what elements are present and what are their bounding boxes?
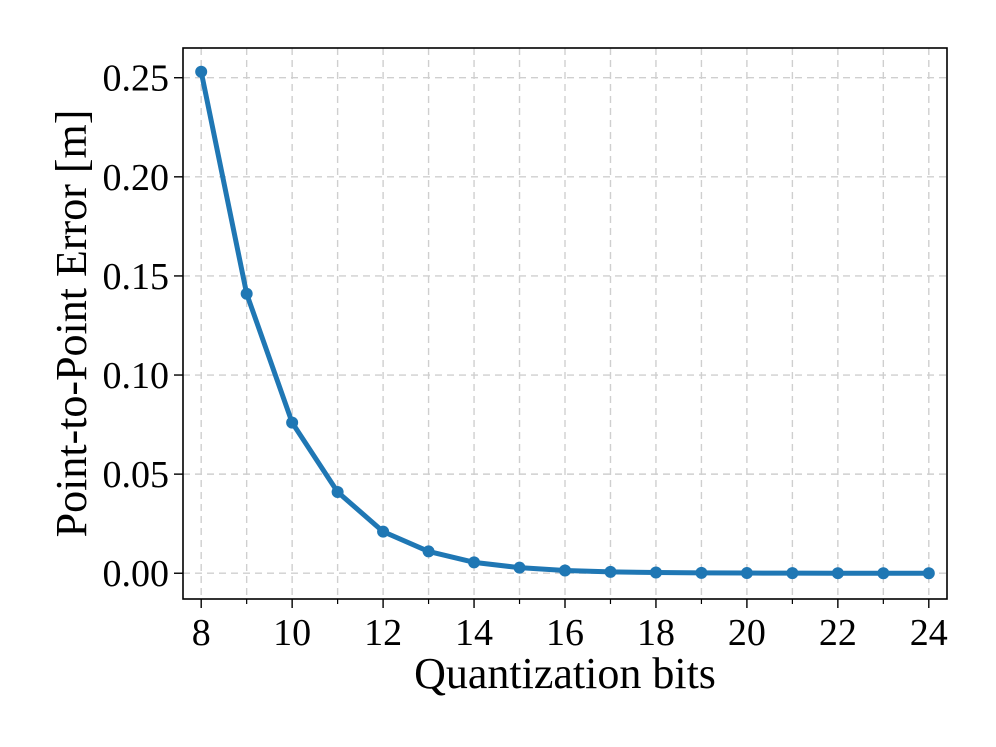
y-tick-label: 0.25 xyxy=(103,58,170,100)
x-tick-label: 22 xyxy=(819,612,857,654)
x-tick-label: 24 xyxy=(910,612,948,654)
data-point xyxy=(286,416,299,429)
x-tick-label: 20 xyxy=(728,612,766,654)
x-tick-label: 18 xyxy=(637,612,675,654)
data-point xyxy=(649,566,662,579)
y-tick-label: 0.00 xyxy=(103,553,170,595)
data-point xyxy=(331,485,344,498)
y-tick-label: 0.20 xyxy=(103,157,170,199)
data-point xyxy=(240,287,253,300)
y-axis-title: Point-to-Point Error [m] xyxy=(47,110,96,538)
data-point xyxy=(468,556,481,569)
data-point xyxy=(604,565,617,578)
x-tick-label: 10 xyxy=(273,612,311,654)
series-layer xyxy=(195,65,935,580)
data-point xyxy=(513,561,526,574)
data-point xyxy=(922,567,935,580)
y-tick-label: 0.05 xyxy=(103,454,170,496)
data-point xyxy=(831,567,844,580)
data-point xyxy=(422,545,435,558)
data-point xyxy=(695,566,708,579)
y-tick-label: 0.15 xyxy=(103,256,170,298)
x-tick-label: 12 xyxy=(364,612,402,654)
data-point xyxy=(559,564,571,577)
grid xyxy=(183,48,947,599)
x-tick-label: 8 xyxy=(192,612,211,654)
ticks: 8 10 12 14 16 18 20 22 24 0.00 0.05 0.10 0.15 0.20 0.2… xyxy=(103,58,948,654)
x-tick-label: 14 xyxy=(455,612,493,654)
data-point xyxy=(377,525,390,538)
data-point xyxy=(740,567,753,580)
data-point xyxy=(786,567,799,580)
x-tick-label: 16 xyxy=(546,612,584,654)
x-axis-title: Quantization bits xyxy=(414,649,716,698)
y-tick-label: 0.10 xyxy=(103,355,170,397)
data-point xyxy=(195,65,208,78)
data-point xyxy=(877,567,890,580)
